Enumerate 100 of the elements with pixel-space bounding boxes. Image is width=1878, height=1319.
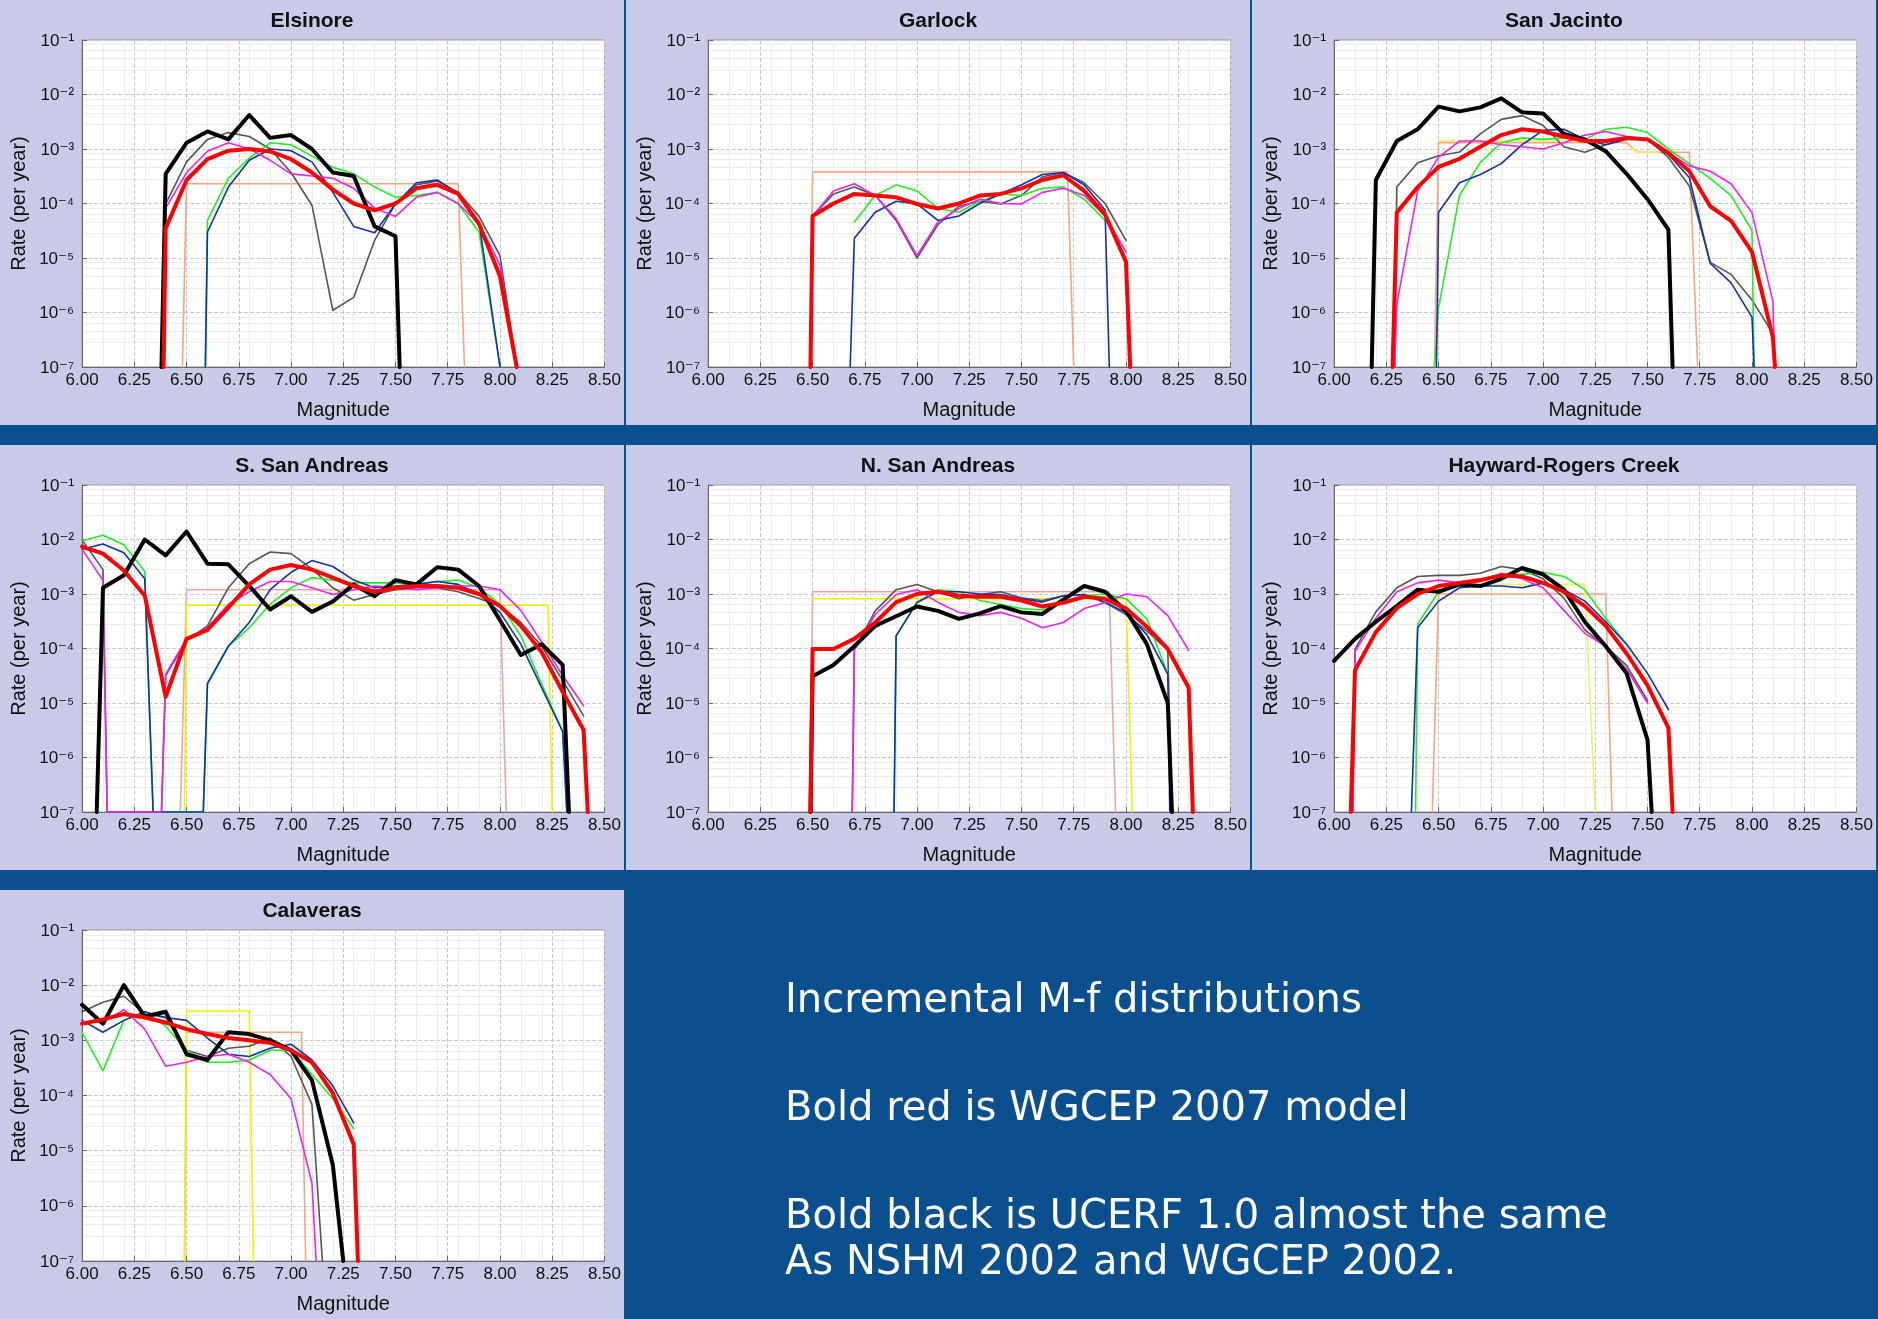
x-tick-label: 7.00 (274, 370, 308, 389)
x-tick-label: 7.75 (1057, 815, 1091, 834)
x-tick-label: 6.25 (1369, 815, 1403, 834)
x-tick-label: 6.50 (170, 815, 204, 834)
y-tick-label: 10⁻⁵ (1291, 248, 1327, 268)
x-tick-label: 7.75 (1057, 370, 1091, 389)
x-axis-title: Magnitude (296, 1292, 390, 1314)
y-tick-label: 10⁻² (40, 975, 75, 995)
x-tick-label: 6.50 (1422, 370, 1456, 389)
y-axis-title: Rate (per year) (1259, 136, 1281, 271)
x-tick-label: 6.25 (743, 370, 777, 389)
x-tick-label: 7.75 (431, 1264, 465, 1283)
x-tick-label: 7.25 (326, 370, 360, 389)
x-tick-label: 6.25 (117, 815, 151, 834)
x-tick-label: 7.50 (378, 815, 413, 834)
x-tick-label: 8.00 (1109, 815, 1143, 834)
x-tick-label: 6.75 (222, 815, 256, 834)
x-tick-label: 7.50 (378, 1264, 413, 1283)
x-tick-label: 6.75 (1474, 370, 1508, 389)
chart-title: N. San Andreas (860, 453, 1016, 476)
x-tick-label: 8.25 (1161, 370, 1195, 389)
chart-title: Garlock (898, 8, 978, 31)
y-tick-label: 10⁻⁵ (665, 693, 701, 713)
x-tick-label: 7.00 (1526, 815, 1560, 834)
x-tick-label: 7.00 (900, 815, 934, 834)
y-axis-title: Rate (per year) (7, 136, 29, 271)
y-tick-label: 10⁻² (666, 85, 701, 104)
x-tick-label: 7.75 (1683, 815, 1717, 834)
y-tick-label: 10⁻² (666, 530, 701, 549)
x-tick-label: 7.00 (1526, 370, 1560, 389)
x-tick-label: 6.50 (170, 1264, 204, 1283)
y-axis-title: Rate (per year) (633, 581, 655, 716)
chart-title: Calaveras (262, 898, 362, 921)
y-tick-label: 10⁻⁶ (39, 748, 75, 767)
x-tick-label: 8.50 (1213, 815, 1247, 834)
y-tick-label: 10⁻⁴ (38, 639, 75, 658)
x-tick-label: 7.50 (1004, 370, 1039, 389)
y-tick-label: 10⁻⁶ (39, 1196, 75, 1216)
x-axis-title: Magnitude (296, 843, 390, 865)
y-tick-label: 10⁻⁵ (665, 248, 701, 268)
y-tick-label: 10⁻¹ (40, 30, 75, 50)
x-tick-label: 7.25 (326, 815, 360, 834)
x-tick-label: 8.00 (1735, 815, 1769, 834)
x-tick-label: 8.50 (1213, 370, 1247, 389)
y-tick-label: 10⁻³ (666, 139, 701, 159)
x-tick-label: 8.50 (1839, 370, 1873, 389)
x-tick-label: 8.00 (483, 1264, 517, 1283)
x-tick-label: 6.25 (117, 370, 151, 389)
x-tick-label: 6.75 (1474, 815, 1508, 834)
x-tick-label: 7.25 (1578, 370, 1612, 389)
x-tick-label: 6.50 (796, 815, 830, 834)
chart-title: S. San Andreas (235, 453, 389, 476)
y-tick-label: 10⁻⁶ (665, 748, 701, 767)
y-axis-title: Rate (per year) (1259, 581, 1281, 716)
y-tick-label: 10⁻¹ (1292, 30, 1327, 50)
chart-title: Elsinore (270, 8, 354, 31)
y-tick-label: 10⁻¹ (1292, 475, 1327, 495)
y-tick-label: 10⁻⁴ (664, 639, 701, 658)
y-tick-label: 10⁻² (1292, 85, 1327, 104)
y-axis-title: Rate (per year) (7, 581, 29, 716)
text: Incremental M-f distributions (785, 975, 1363, 1021)
y-tick-label: 10⁻³ (40, 139, 75, 159)
x-tick-label: 7.25 (326, 1264, 360, 1283)
y-tick-label: 10⁻⁵ (1291, 693, 1327, 713)
x-tick-label: 8.25 (535, 815, 569, 834)
y-tick-label: 10⁻³ (40, 1030, 75, 1050)
x-tick-label: 8.50 (587, 370, 621, 389)
x-tick-label: 8.25 (1787, 370, 1821, 389)
y-tick-label: 10⁻² (1292, 530, 1327, 549)
y-tick-label: 10⁻¹ (666, 30, 701, 50)
y-tick-label: 10⁻¹ (40, 920, 75, 940)
x-tick-label: 8.25 (535, 1264, 569, 1283)
x-tick-label: 6.50 (796, 370, 830, 389)
x-tick-label: 6.25 (1369, 370, 1403, 389)
y-tick-label: 10⁻⁶ (1291, 303, 1327, 322)
x-tick-label: 8.00 (1109, 370, 1143, 389)
x-tick-label: 7.75 (1683, 370, 1717, 389)
x-tick-label: 8.25 (535, 370, 569, 389)
y-axis-title: Rate (per year) (7, 1028, 29, 1163)
x-tick-label: 6.25 (743, 815, 777, 834)
text: Bold black is UCERF 1.0 almost the same As NSHM 2002 and WGCEP 2002. (785, 1191, 1609, 1283)
y-tick-label: 10⁻⁴ (1290, 194, 1327, 213)
y-tick-label: 10⁻³ (40, 584, 75, 604)
x-tick-label: 8.00 (483, 370, 517, 389)
x-tick-label: 7.75 (431, 370, 465, 389)
y-tick-label: 10⁻² (40, 85, 75, 104)
x-tick-label: 8.25 (1787, 815, 1821, 834)
y-tick-label: 10⁻³ (1292, 139, 1327, 159)
x-tick-label: 6.75 (222, 370, 256, 389)
x-tick-label: 8.25 (1161, 815, 1195, 834)
x-tick-label: 7.00 (274, 815, 308, 834)
x-axis-title: Magnitude (1548, 398, 1642, 420)
x-axis-title: Magnitude (1548, 843, 1642, 865)
y-tick-label: 10⁻⁴ (38, 194, 75, 213)
x-tick-label: 6.75 (848, 370, 882, 389)
x-tick-label: 7.00 (274, 1264, 308, 1283)
x-tick-label: 7.50 (1630, 815, 1665, 834)
x-tick-label: 8.50 (1839, 815, 1873, 834)
y-tick-label: 10⁻⁶ (39, 303, 75, 322)
y-tick-label: 10⁻³ (666, 584, 701, 604)
